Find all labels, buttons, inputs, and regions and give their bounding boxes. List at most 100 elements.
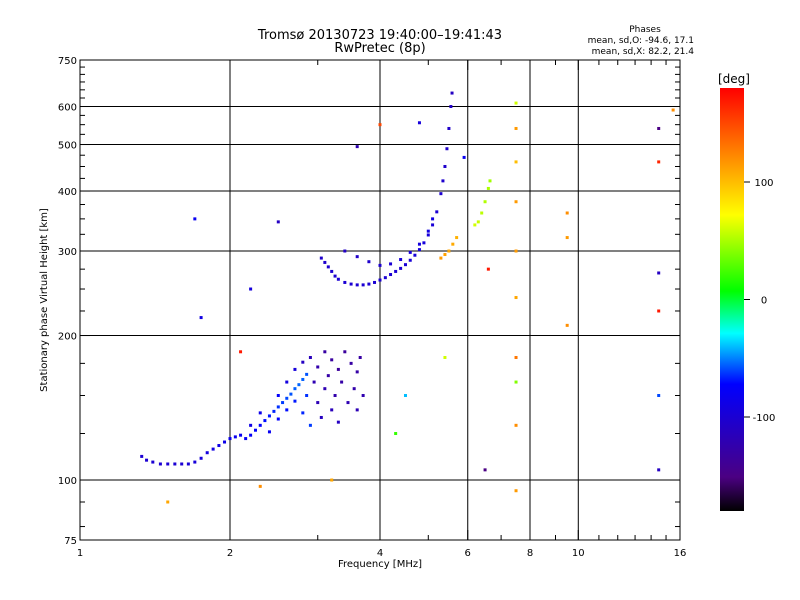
data-point	[657, 394, 661, 398]
data-point	[336, 277, 340, 281]
data-point	[233, 435, 237, 439]
data-point	[367, 260, 371, 264]
data-point	[343, 249, 347, 253]
data-point	[258, 411, 262, 415]
data-point	[158, 462, 162, 466]
data-point	[514, 249, 518, 253]
data-point	[140, 454, 144, 458]
data-point	[293, 387, 297, 391]
data-point	[435, 210, 439, 214]
data-point	[199, 456, 203, 460]
data-point	[305, 372, 309, 376]
data-point	[657, 468, 661, 472]
data-point	[239, 350, 243, 354]
data-point	[276, 417, 280, 421]
data-point	[308, 423, 312, 427]
data-point	[514, 423, 518, 427]
data-point	[439, 256, 443, 260]
data-point	[514, 126, 518, 130]
data-point	[657, 309, 661, 313]
data-point	[301, 360, 305, 364]
y-tick-label: 400	[58, 187, 77, 198]
data-point	[267, 430, 271, 434]
y-tick-label: 600	[58, 103, 77, 114]
data-point	[383, 276, 387, 280]
data-point	[399, 266, 403, 270]
y-axis-label: Stationary phase Virtual Height [km]	[39, 208, 50, 392]
data-point	[361, 394, 365, 398]
colorbar-tick-label: -100	[753, 413, 776, 424]
data-point	[565, 211, 569, 215]
data-point	[305, 394, 309, 398]
data-point	[349, 361, 353, 365]
series-f-layer-spread	[343, 217, 435, 267]
data-point	[657, 126, 661, 130]
data-point	[488, 179, 492, 183]
data-point	[323, 350, 327, 354]
data-point	[355, 370, 359, 374]
colorbar-ticks: 100 0 -100	[744, 178, 775, 424]
data-point	[239, 433, 243, 437]
series-e-layer-trace	[140, 372, 309, 466]
y-tick-label: 500	[58, 141, 77, 152]
data-point	[355, 408, 359, 412]
data-point	[253, 428, 257, 432]
data-point	[565, 323, 569, 327]
data-point	[514, 200, 518, 204]
data-point	[514, 489, 518, 493]
data-point	[276, 405, 280, 409]
data-point	[333, 274, 337, 278]
data-point	[367, 282, 371, 286]
y-tick-label: 100	[58, 476, 77, 487]
data-point	[308, 355, 312, 359]
data-point	[228, 437, 232, 441]
data-point	[301, 377, 305, 381]
data-point	[336, 367, 340, 371]
data-point	[340, 380, 344, 384]
data-point	[289, 392, 293, 396]
data-point	[657, 271, 661, 275]
x-axis-label: Frequency [MHz]	[338, 559, 422, 570]
data-point	[449, 105, 453, 109]
data-point	[483, 468, 487, 472]
data-point	[336, 420, 340, 424]
data-point	[319, 256, 323, 260]
data-point	[323, 260, 327, 264]
data-point	[258, 484, 262, 488]
series-e-layer-scatter	[249, 350, 365, 434]
data-point	[389, 273, 393, 277]
colorbar-label: [deg]	[718, 72, 750, 86]
data-point	[408, 258, 412, 262]
data-point	[249, 287, 253, 291]
data-point	[249, 423, 253, 427]
data-point	[657, 160, 661, 164]
data-point	[486, 186, 490, 190]
data-point	[378, 278, 382, 282]
data-point	[480, 211, 484, 215]
data-point	[223, 440, 227, 444]
colorbar	[720, 88, 744, 511]
data-point	[312, 380, 316, 384]
data-point	[349, 282, 353, 286]
data-point	[293, 367, 297, 371]
data-point	[281, 401, 285, 405]
data-point	[358, 355, 362, 359]
data-point	[343, 350, 347, 354]
data-point	[211, 447, 215, 451]
data-point	[323, 387, 327, 391]
data-point	[263, 419, 267, 423]
data-point	[417, 248, 421, 252]
data-point	[316, 401, 320, 405]
data-point	[272, 409, 276, 413]
data-points	[140, 91, 675, 504]
y-tick-label: 750	[58, 56, 77, 67]
y-tick-label: 300	[58, 247, 77, 258]
data-point	[343, 280, 347, 284]
data-point	[403, 394, 407, 398]
data-point	[285, 380, 289, 384]
data-point	[285, 396, 289, 400]
series-f-layer-trace	[319, 91, 454, 287]
chart-subtitle: RwPretec (8p)	[334, 41, 425, 56]
x-tick-label: 1	[77, 548, 83, 559]
